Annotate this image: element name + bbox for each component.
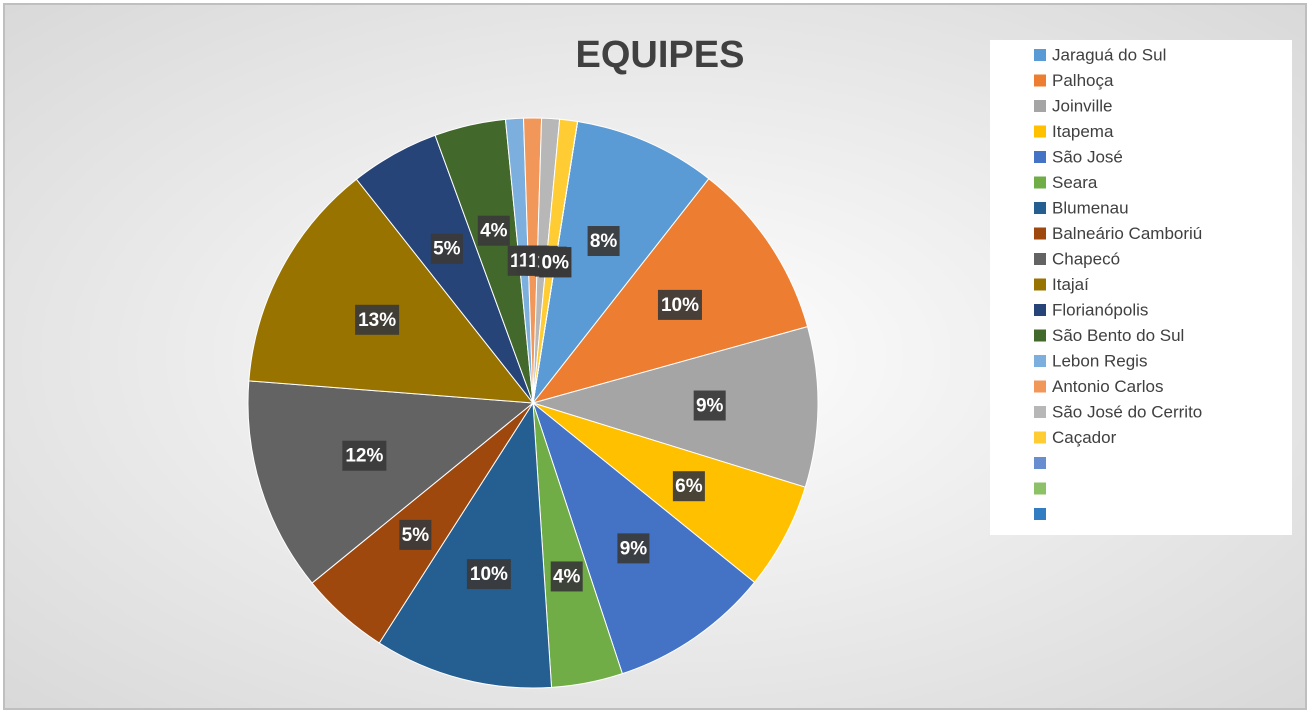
legend-swatch xyxy=(1034,278,1046,291)
legend-swatch xyxy=(1034,227,1046,240)
legend-swatch xyxy=(1034,202,1046,214)
legend-swatch xyxy=(1034,329,1046,342)
legend-swatch xyxy=(1034,176,1046,189)
data-label-box xyxy=(342,440,387,471)
data-label-box xyxy=(355,304,400,335)
legend-swatch xyxy=(1034,380,1046,393)
legend-label: Itajaí xyxy=(1052,275,1089,294)
data-label-box xyxy=(466,559,511,590)
data-label: 5% xyxy=(433,239,461,260)
legend-swatch xyxy=(1034,508,1046,520)
legend-swatch xyxy=(1034,253,1046,265)
legend-swatch xyxy=(1034,355,1046,367)
legend-swatch xyxy=(1034,49,1046,61)
legend-swatch xyxy=(1034,304,1046,316)
legend-label: Chapecó xyxy=(1052,249,1120,268)
legend-swatch xyxy=(1034,482,1046,495)
data-label: 5% xyxy=(402,525,430,546)
legend-label: São José xyxy=(1052,147,1123,166)
pie-slice xyxy=(532,120,710,405)
legend-label: Balneário Camboriú xyxy=(1052,224,1202,243)
data-label-box xyxy=(477,215,510,246)
data-label-box xyxy=(693,390,726,421)
legend-label: Jaraguá do Sul xyxy=(1052,45,1166,64)
legend-label: Itapema xyxy=(1052,122,1114,141)
legend-label: Antonio Carlos xyxy=(1052,377,1164,396)
pie-slice xyxy=(378,401,553,689)
data-label: 10% xyxy=(661,295,699,316)
legend-label: Joinville xyxy=(1052,96,1112,115)
pie-slice xyxy=(247,380,535,584)
data-label: 12% xyxy=(345,446,383,467)
data-label-box xyxy=(539,247,572,278)
pie-slice xyxy=(531,326,819,488)
data-label-box xyxy=(617,533,650,564)
data-label: 10% xyxy=(470,564,508,585)
data-label: 13% xyxy=(358,310,396,331)
legend-swatch xyxy=(1034,151,1046,163)
legend-label: São Bento do Sul xyxy=(1052,326,1184,345)
data-label-box xyxy=(657,289,702,320)
data-label-box xyxy=(430,233,463,264)
data-label-box xyxy=(587,226,620,257)
legend-label: Seara xyxy=(1052,173,1098,192)
legend-swatch xyxy=(1034,100,1046,112)
data-label: 4% xyxy=(553,566,581,587)
legend-swatch xyxy=(1034,125,1046,138)
legend-label: Palhoça xyxy=(1052,71,1114,90)
data-label: 4% xyxy=(480,221,508,242)
data-label: 0% xyxy=(542,252,570,273)
legend-label: Blumenau xyxy=(1052,198,1129,217)
data-label-box xyxy=(672,471,705,502)
data-label-box xyxy=(550,561,583,592)
legend-label: Florianópolis xyxy=(1052,300,1148,319)
data-label: 9% xyxy=(620,538,648,559)
legend-swatch xyxy=(1034,431,1046,444)
data-label-box xyxy=(399,519,432,550)
data-label: 8% xyxy=(590,231,618,252)
pie-slice xyxy=(248,178,535,404)
legend-label: Caçador xyxy=(1052,428,1117,447)
pie-slice xyxy=(532,121,579,404)
legend-label: São José do Cerrito xyxy=(1052,402,1202,421)
legend-swatch xyxy=(1034,457,1046,469)
legend-swatch xyxy=(1034,406,1046,418)
legend-label: Lebon Regis xyxy=(1052,351,1147,370)
legend-swatch xyxy=(1034,74,1046,87)
chart-title: EQUIPES xyxy=(576,34,745,76)
data-label: 9% xyxy=(696,396,724,417)
data-label: 6% xyxy=(675,476,703,497)
